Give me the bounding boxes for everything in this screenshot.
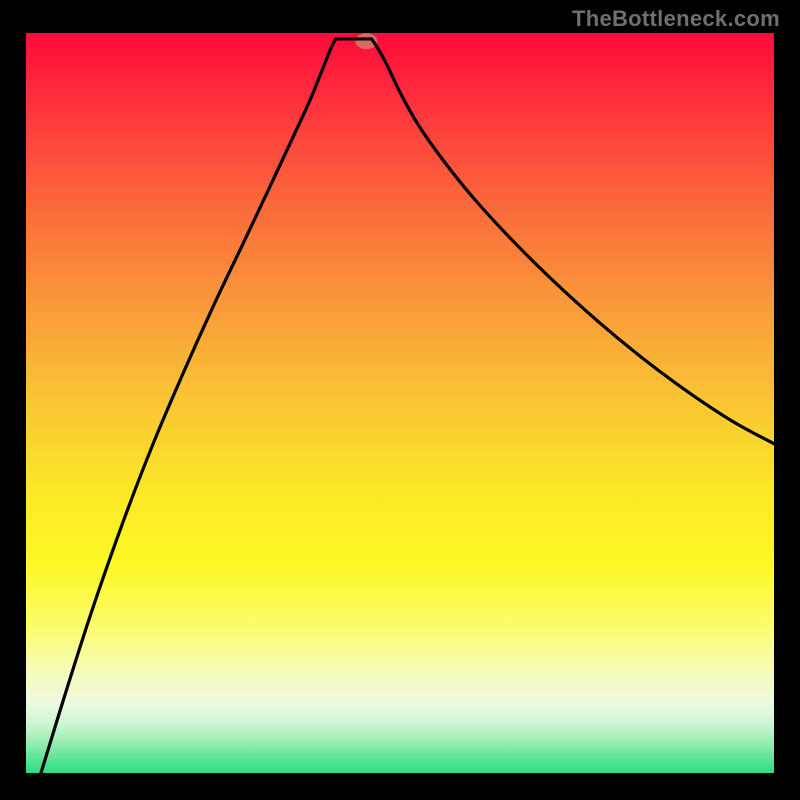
chart-svg <box>26 33 774 773</box>
plot-area <box>26 33 774 773</box>
chart-frame: TheBottleneck.com <box>0 0 800 800</box>
watermark-text: TheBottleneck.com <box>572 6 780 32</box>
gradient-background <box>26 33 774 773</box>
